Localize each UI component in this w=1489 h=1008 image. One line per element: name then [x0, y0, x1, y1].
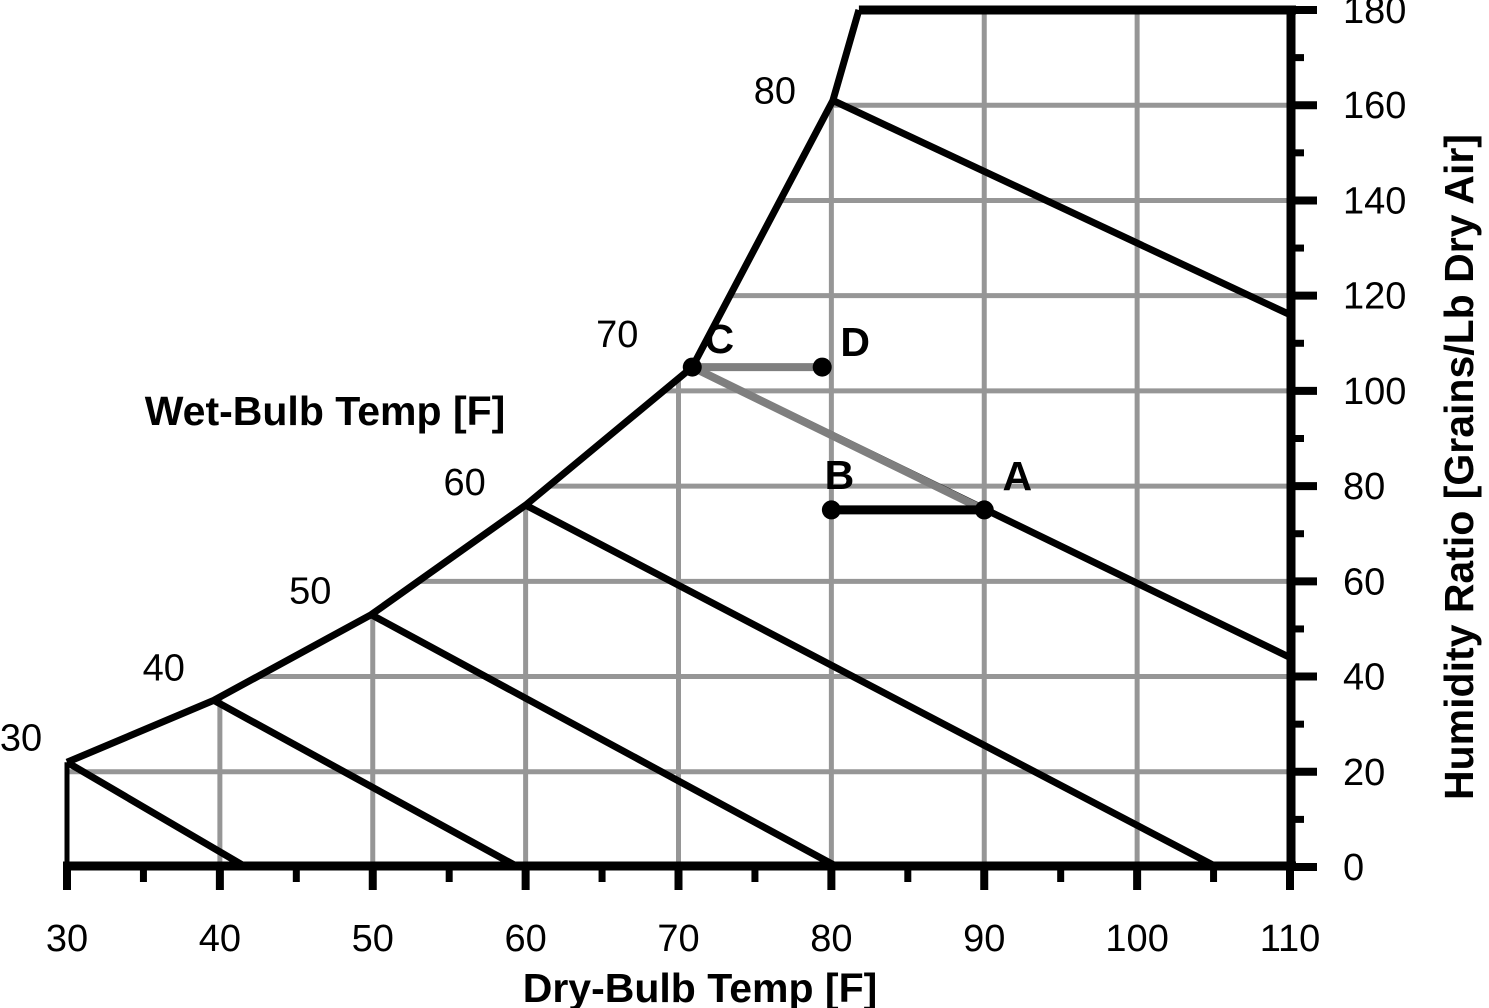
state-point-label-B: B: [825, 452, 855, 498]
y-tick-label-140: 140: [1343, 180, 1406, 222]
wet-bulb-line-50: [369, 611, 840, 871]
wet-bulb-label-30: 30: [0, 717, 42, 759]
state-point-D: [812, 357, 832, 377]
state-point-label-D: D: [840, 319, 870, 365]
axis-ticks: [63, 6, 1317, 890]
process-lines: [690, 363, 987, 515]
wet-bulb-label-80: 80: [754, 70, 796, 112]
chart-boundaries: [64, 5, 1296, 867]
wet-bulb-line-80: [831, 97, 1292, 318]
y-tick-label-20: 20: [1343, 752, 1385, 794]
y-tick-label-180: 180: [1343, 0, 1406, 32]
x-axis-title: Dry-Bulb Temp [F]: [522, 965, 878, 1008]
state-point-C: [682, 357, 702, 377]
x-tick-label-50: 50: [352, 918, 394, 960]
y-tick-label-0: 0: [1343, 847, 1364, 889]
y-tick-label-160: 160: [1343, 85, 1406, 127]
wet-bulb-line-40: [212, 697, 520, 871]
y-tick-label-80: 80: [1343, 466, 1385, 508]
wet-bulb-label-50: 50: [289, 571, 331, 613]
y-tick-label-120: 120: [1343, 276, 1406, 318]
state-point-B: [821, 500, 841, 520]
x-tick-label-110: 110: [1260, 918, 1321, 960]
wet-bulb-lines: 30 40 50 60 70 80: [0, 70, 1292, 871]
state-point-A: [974, 500, 994, 520]
x-tick-label-40: 40: [199, 918, 241, 960]
y-axis-title: Humidity Ratio [Grains/Lb Dry Air]: [1436, 134, 1482, 800]
wet-bulb-line-30: [65, 759, 248, 871]
y-tick-label-60: 60: [1343, 561, 1385, 603]
x-tick-label-30: 30: [46, 918, 88, 960]
x-tick-label-100: 100: [1105, 918, 1168, 960]
process-line-C-A: [690, 363, 987, 514]
wet-bulb-label-40: 40: [143, 647, 185, 689]
state-point-label-A: A: [1002, 453, 1032, 499]
wet-bulb-label-70: 70: [596, 314, 638, 356]
tick-labels: 30 40 50 60 70 80 90 100 110 0 20 40 60 80 100 120 140 16…: [46, 0, 1407, 960]
wet-bulb-label-60: 60: [443, 462, 485, 504]
gridlines: [67, 10, 1290, 866]
state-points: A B C D: [682, 316, 1032, 520]
wet-bulb-line-60: [524, 502, 1219, 871]
x-tick-label-80: 80: [810, 918, 852, 960]
x-tick-label-60: 60: [504, 918, 546, 960]
y-tick-label-100: 100: [1343, 371, 1406, 413]
state-point-label-C: C: [704, 316, 734, 362]
wet-bulb-axis-title: Wet-Bulb Temp [F]: [144, 388, 506, 434]
x-tick-label-70: 70: [657, 918, 699, 960]
y-tick-label-40: 40: [1343, 657, 1385, 699]
x-tick-label-90: 90: [963, 918, 1005, 960]
